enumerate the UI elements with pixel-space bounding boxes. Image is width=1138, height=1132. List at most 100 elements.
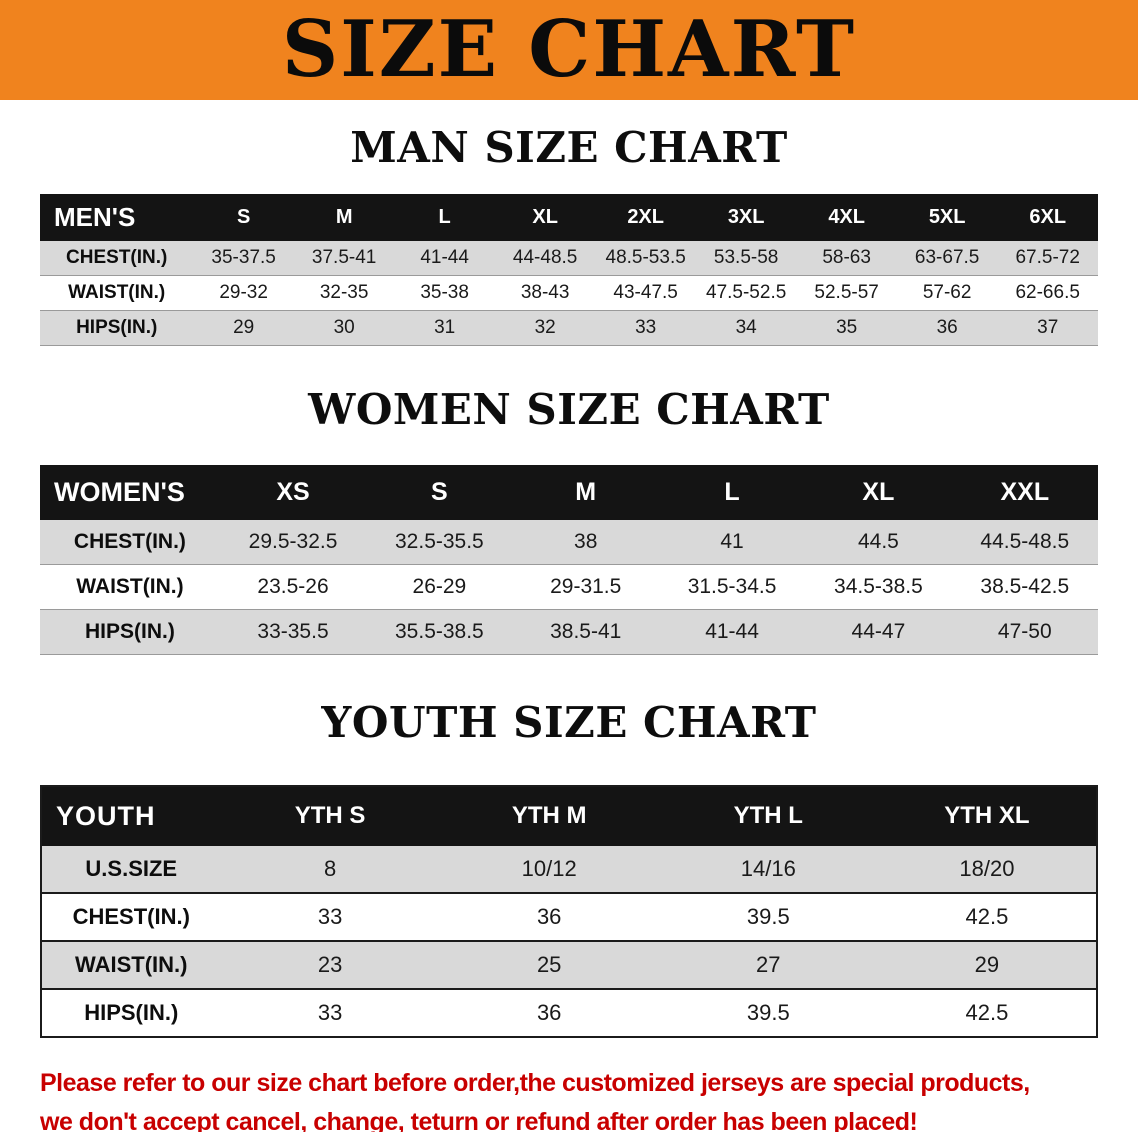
- size-value-cell: 32-35: [319, 282, 369, 304]
- table-row: CHEST(IN.) 35-37.5 37.5-41 41-44 44-48.5 48.5…: [40, 241, 1098, 276]
- size-column-header: S: [193, 194, 294, 242]
- size-chart-banner: SIZE CHART: [0, 0, 1138, 100]
- table-title-cell: YOUTH: [41, 785, 221, 846]
- table-title-cell: MEN'S: [40, 194, 194, 242]
- size-value-cell: 36: [536, 999, 562, 1025]
- size-value-cell: 47-50: [997, 619, 1052, 643]
- size-value-cell: 38: [574, 529, 598, 553]
- row-label-cell: U.S.SIZE: [85, 855, 178, 881]
- row-label-cell: WAIST(IN.): [76, 574, 184, 598]
- size-value-cell: 30: [333, 317, 355, 339]
- size-value-cell: 35-38: [420, 282, 469, 304]
- row-label-cell: WAIST(IN.): [75, 951, 188, 977]
- size-value-cell: 62-66.5: [1015, 282, 1080, 304]
- size-column-header: YTH L: [658, 785, 878, 846]
- size-column-header: YTH XL: [877, 785, 1097, 846]
- size-column-header: XL: [494, 194, 596, 242]
- youth-size-chart-section: YOUTH SIZE CHART YOUTH YTH S YTH M YTH L YTH…: [40, 697, 1098, 1038]
- size-value-cell: 36: [936, 317, 958, 339]
- table-title-cell: WOMEN'S: [40, 464, 220, 520]
- size-value-cell: 41-44: [705, 619, 759, 643]
- size-chart-title: SIZE CHART: [281, 4, 857, 95]
- men-section-heading: MAN SIZE CHART: [350, 123, 788, 172]
- size-value-cell: 25: [536, 951, 562, 977]
- size-value-cell: 38-43: [520, 282, 570, 304]
- table-header-row: MEN'S S M L XL 2XL 3XL 4XL 5XL 6XL: [40, 194, 1098, 242]
- table-header: YOUTH YTH S YTH M YTH L YTH XL: [41, 785, 1097, 846]
- row-label-cell: HIPS(IN.): [76, 317, 158, 339]
- size-value-cell: 36: [536, 903, 562, 929]
- size-value-cell: 31: [434, 317, 456, 339]
- size-value-cell: 29-32: [219, 282, 268, 304]
- size-value-cell: 47.5-52.5: [706, 282, 787, 304]
- size-value-cell: 42.5: [965, 903, 1009, 929]
- women-size-table: WOMEN'S XS S M L XL XXL CHEST(IN.) 29.5-32.5 32.5…: [40, 464, 1098, 655]
- table-row: HIPS(IN.) 33-35.5 35.5-38.5 38.5-41 41-44 44-…: [40, 609, 1098, 655]
- size-column-header: XXL: [951, 464, 1098, 520]
- size-value-cell: 37: [1037, 317, 1059, 339]
- table-body: CHEST(IN.) 35-37.5 37.5-41 41-44 44-48.5 48.5…: [40, 241, 1098, 346]
- size-column-header: 2XL: [595, 194, 696, 242]
- size-column-header: YTH M: [439, 785, 659, 846]
- size-column-header: M: [293, 194, 395, 242]
- size-column-header: 4XL: [796, 194, 897, 242]
- size-value-cell: 67.5-72: [1015, 247, 1080, 269]
- size-value-cell: 39.5: [746, 903, 790, 929]
- table-header: MEN'S S M L XL 2XL 3XL 4XL 5XL 6XL: [40, 194, 1098, 242]
- size-value-cell: 26-29: [412, 574, 467, 598]
- size-value-cell: 23.5-26: [257, 574, 329, 598]
- table-row: CHEST(IN.) 33 36 39.5 42.5: [41, 892, 1097, 941]
- table-row: HIPS(IN.) 29 30 31 32 33 34 35 36 37: [40, 310, 1098, 346]
- size-value-cell: 10/12: [521, 855, 577, 881]
- size-value-cell: 33: [317, 999, 343, 1025]
- size-value-cell: 58-63: [822, 247, 871, 269]
- table-header-row: WOMEN'S XS S M L XL XXL: [40, 464, 1098, 520]
- size-value-cell: 31.5-34.5: [687, 574, 777, 598]
- row-label-cell: HIPS(IN.): [85, 619, 175, 643]
- table-row: HIPS(IN.) 33 36 39.5 42.5: [41, 988, 1097, 1037]
- size-column-header: XL: [805, 464, 952, 520]
- size-column-header: L: [658, 464, 806, 520]
- size-value-cell: 53.5-58: [713, 247, 779, 269]
- size-value-cell: 23: [317, 951, 343, 977]
- size-value-cell: 52.5-57: [814, 282, 879, 304]
- size-column-header: S: [366, 464, 513, 520]
- size-value-cell: 44-47: [851, 619, 906, 643]
- size-column-header: 6XL: [997, 194, 1098, 242]
- size-value-cell: 35: [836, 317, 858, 339]
- table-row: WAIST(IN.) 29-32 32-35 35-38 38-43 43-47.5 47.…: [40, 275, 1098, 311]
- size-value-cell: 37.5-41: [311, 247, 377, 269]
- size-value-cell: 44.5-48.5: [980, 529, 1070, 553]
- size-column-header: XS: [219, 464, 367, 520]
- size-value-cell: 38.5-42.5: [980, 574, 1070, 598]
- size-value-cell: 33-35.5: [257, 619, 329, 643]
- size-column-header: M: [512, 464, 659, 520]
- table-row: WAIST(IN.) 23.5-26 26-29 29-31.5 31.5-34.5 34…: [40, 564, 1098, 610]
- youth-size-table: YOUTH YTH S YTH M YTH L YTH XL U.S.SIZE 8 10/12…: [40, 784, 1098, 1038]
- row-label-cell: CHEST(IN.): [72, 903, 190, 929]
- table-body: CHEST(IN.) 29.5-32.5 32.5-35.5 38 41 44.5 44.5…: [40, 519, 1098, 655]
- size-value-cell: 44.5: [857, 529, 899, 553]
- size-value-cell: 32: [534, 317, 556, 339]
- size-value-cell: 18/20: [959, 855, 1015, 881]
- row-label-cell: CHEST(IN.): [73, 529, 186, 553]
- size-value-cell: 27: [756, 951, 781, 977]
- row-label-cell: WAIST(IN.): [68, 282, 166, 304]
- size-value-cell: 34.5-38.5: [834, 574, 923, 598]
- size-value-cell: 29: [974, 951, 1000, 977]
- youth-section-heading: YOUTH SIZE CHART: [321, 697, 817, 747]
- size-value-cell: 39.5: [746, 999, 790, 1025]
- size-value-cell: 38.5-41: [550, 619, 622, 643]
- size-value-cell: 29: [233, 317, 255, 339]
- size-value-cell: 43-47.5: [613, 282, 678, 304]
- table-row: U.S.SIZE 8 10/12 14/16 18/20: [41, 845, 1097, 893]
- size-value-cell: 14/16: [740, 855, 796, 881]
- size-value-cell: 35.5-38.5: [395, 619, 484, 643]
- disclaimer-line-1: Please refer to our size chart before or…: [40, 1068, 1030, 1097]
- size-value-cell: 42.5: [965, 999, 1009, 1025]
- disclaimer: Please refer to our size chart before or…: [40, 1064, 1098, 1132]
- size-value-cell: 57-62: [922, 282, 972, 304]
- size-value-cell: 33: [317, 903, 343, 929]
- table-header-row: YOUTH YTH S YTH M YTH L YTH XL: [41, 785, 1097, 846]
